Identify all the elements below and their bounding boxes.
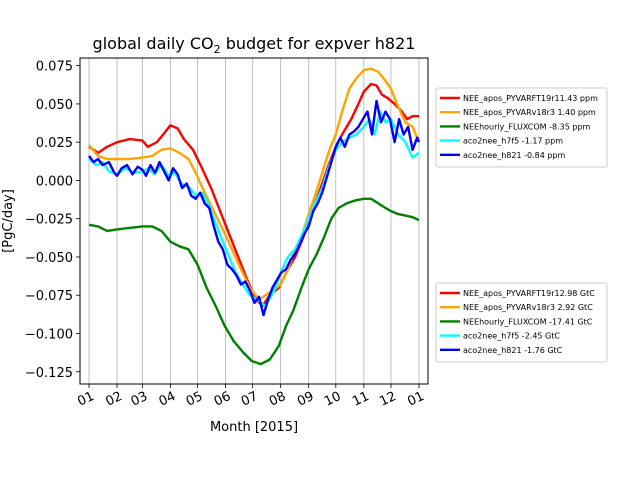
x-tick-label: 08: [267, 389, 288, 410]
chart-title-subscript: 2: [214, 43, 221, 56]
legend-entry: NEE_apos_PYVARv18r3 1.40 ppm: [463, 108, 596, 117]
legend-entry: NEE_apos_PYVARv18r3 2.92 GtC: [463, 303, 593, 312]
legend-ppm: NEE_apos_PYVARFT19r11.43 ppm NEE_apos_PYV…: [435, 87, 608, 168]
chart-title-prefix: global daily CO: [93, 34, 214, 53]
y-axis-title: [PgC/day]: [1, 189, 16, 253]
x-tick-label: 09: [295, 389, 316, 410]
y-tick-label: 0.000: [36, 174, 73, 189]
chart-title-suffix: budget for expver h821: [221, 34, 416, 53]
legend-box: [435, 87, 608, 168]
y-tick-label: 0.050: [36, 98, 73, 113]
legend-entry: aco2nee_h821 -1.76 GtC: [463, 346, 563, 355]
x-tick-label: 11: [350, 389, 371, 410]
y-tick-label: 0.075: [36, 60, 73, 75]
legend-gtc: NEE_apos_PYVARFT19r12.98 GtC NEE_apos_PYV…: [435, 282, 608, 363]
vertical-gridlines: [88, 58, 420, 384]
series-line-neehourly_fluxcom: [88, 197, 420, 366]
y-tick-label: −0.075: [25, 289, 73, 304]
x-tick-label: 02: [103, 389, 124, 410]
legend-box: [435, 282, 608, 363]
x-tick-label: 01: [75, 389, 96, 410]
x-axis-ticks: 01 02 03 04 05 06 07 08 09 10 11 12 01: [75, 384, 427, 410]
series-line-nee_pyvarv18r3: [88, 67, 421, 301]
legend-entry: NEEhourly_FLUXCOM -17.41 GtC: [463, 317, 593, 326]
x-tick-label: 10: [322, 389, 343, 410]
y-tick-label: −0.050: [25, 251, 73, 266]
legend-entry: NEE_apos_PYVARFT19r11.43 ppm: [463, 94, 598, 103]
x-tick-label: 06: [212, 389, 233, 410]
y-axis-ticks: 0.075 0.050 0.025 0.000 −0.025 −0.050 −0.075 −0…: [25, 60, 80, 381]
series-lines: [88, 67, 421, 366]
x-tick-label: 12: [377, 389, 398, 410]
x-tick-label: 01: [405, 389, 426, 410]
x-tick-label: 05: [184, 389, 205, 410]
x-tick-label: 07: [239, 389, 260, 410]
x-tick-label: 03: [129, 389, 150, 410]
plot-frame: [79, 57, 429, 385]
x-axis-title: Month [2015]: [210, 420, 298, 435]
series-line-aco2nee_h821: [88, 99, 421, 317]
legend-entry: aco2nee_h821 -0.84 ppm: [463, 151, 565, 160]
y-tick-label: 0.025: [36, 136, 73, 151]
legend-entry: aco2nee_h7f5 -2.45 GtC: [463, 332, 560, 341]
legend-entry: NEE_apos_PYVARFT19r12.98 GtC: [463, 289, 595, 298]
y-tick-label: −0.100: [25, 327, 73, 342]
legend-entry: aco2nee_h7f5 -1.17 ppm: [463, 137, 563, 146]
x-tick-label: 04: [157, 389, 178, 410]
chart-title: global daily CO2 budget for expver h821: [93, 34, 416, 56]
y-tick-label: −0.125: [25, 366, 73, 381]
y-tick-label: −0.025: [25, 213, 73, 228]
legend-entry: NEEhourly_FLUXCOM -8.35 ppm: [463, 122, 591, 131]
